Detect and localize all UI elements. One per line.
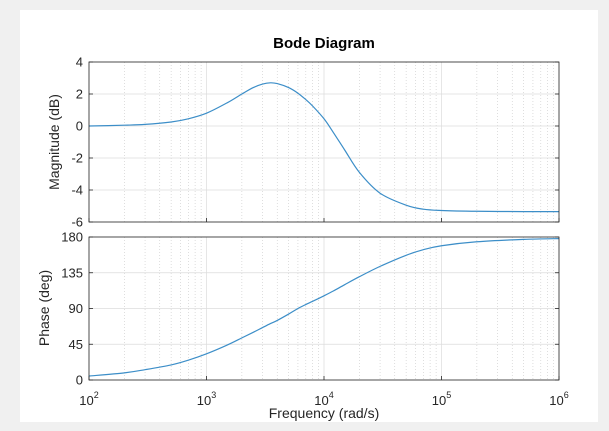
phase-y-ticks: 0 45 90 135 180 [61,230,560,388]
magnitude-y-tick-label: 2 [76,87,83,102]
phase-y-tick-label: 45 [69,337,83,352]
magnitude-y-label: Magnitude (dB) [46,94,62,190]
x-tick-labels: 102 103 104 105 106 [79,390,568,408]
x-axis-label: Frequency (rad/s) [269,405,379,421]
magnitude-y-tick-label: 0 [76,119,83,134]
phase-y-tick-label: 135 [61,265,83,280]
x-tick-label: 104 [314,390,333,408]
magnitude-line [88,82,560,213]
magnitude-y-tick-label: -4 [71,183,83,198]
magnitude-y-tick-label: 4 [76,55,83,70]
phase-line [88,237,560,377]
magnitude-panel: -6 -4 -2 0 2 4 Magnitude (dB) [46,55,560,230]
phase-axes-box [88,236,560,381]
x-tick-label: 103 [197,390,216,408]
phase-y-tick-label: 0 [76,373,83,388]
magnitude-y-tick-label: -2 [71,151,83,166]
magnitude-axes-box [88,61,560,223]
x-tick-label: 105 [432,390,451,408]
magnitude-y-tick-label: -6 [71,215,83,230]
chart-title: Bode Diagram [273,35,375,52]
x-tick-label: 106 [549,390,568,408]
phase-y-tick-label: 180 [61,230,83,245]
phase-panel: 0 45 90 135 180 Phase (deg) [36,230,560,388]
phase-y-label: Phase (deg) [36,270,52,346]
phase-y-tick-label: 90 [69,301,83,316]
x-tick-label: 102 [79,390,98,408]
